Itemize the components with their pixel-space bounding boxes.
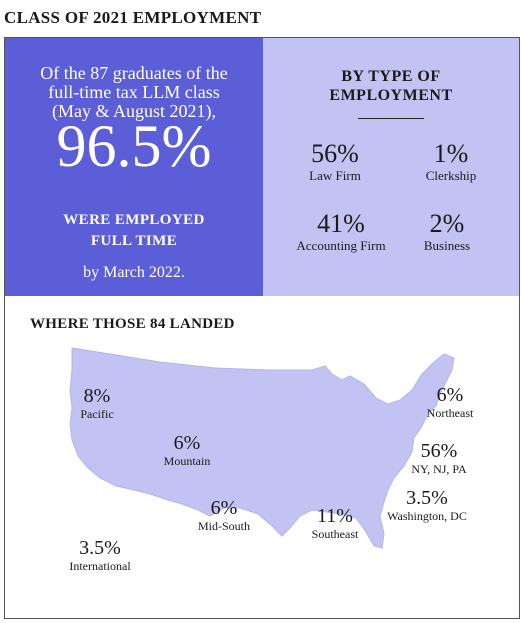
region-label: Washington, DC [387, 509, 467, 523]
region-label: Mid-South [197, 519, 250, 533]
region-southeast: 11% Southeast [300, 505, 370, 541]
type-stat-business: 2% Business [387, 210, 507, 254]
intro-line-2: full-time tax LLM class [48, 82, 220, 102]
summary-panel: Of the 87 graduates of the full-time tax… [5, 38, 263, 296]
type-heading-line-2: EMPLOYMENT [329, 87, 453, 104]
region-pacific: 8% Pacific [74, 385, 120, 421]
region-label: Mountain [163, 454, 211, 468]
employed-line-1: WERE EMPLOYED [63, 212, 205, 228]
region-percent: 56% [420, 440, 458, 462]
region-label: Northeast [426, 406, 474, 420]
region-percent: 6% [210, 497, 238, 519]
region-mountain: 6% Mountain [150, 432, 224, 468]
region-percent: 6% [436, 384, 464, 406]
region-northeast: 6% Northeast [412, 384, 488, 420]
page-title: CLASS OF 2021 EMPLOYMENT [4, 8, 262, 27]
employed-line-2: FULL TIME [90, 233, 178, 249]
employment-type-panel: BY TYPE OF EMPLOYMENT 56% Law Firm 1% Cl… [263, 38, 519, 296]
region-ny-nj-pa: 56% NY, NJ, PA [404, 440, 474, 476]
summary-intro: Of the 87 graduates of the full-time tax… [5, 64, 263, 121]
us-map [69, 347, 455, 549]
region-label: International [69, 559, 131, 573]
infographic-frame [4, 37, 520, 619]
type-stat-accounting-firm: 41% Accounting Firm [281, 210, 401, 254]
type-percent: 41% [317, 209, 365, 238]
region-washington-dc: 3.5% Washington, DC [374, 487, 480, 523]
map-heading: WHERE THOSE 84 LANDED [30, 316, 235, 332]
type-label: Business [423, 238, 471, 253]
region-label: Southeast [311, 527, 359, 541]
us-map-shape [69, 347, 455, 549]
type-divider [358, 118, 424, 119]
region-percent: 11% [317, 505, 353, 527]
employment-date: by March 2022. [83, 264, 185, 281]
intro-line-3: (May & August 2021), [52, 101, 216, 121]
employed-label: WERE EMPLOYED FULL TIME [5, 210, 263, 252]
type-percent: 2% [429, 209, 465, 238]
region-percent: 3.5% [406, 487, 448, 509]
type-heading-line-1: BY TYPE OF [341, 68, 441, 85]
type-stat-clerkship: 1% Clerkship [391, 140, 511, 184]
employment-rate: 96.5% [56, 113, 212, 179]
region-percent: 3.5% [79, 537, 121, 559]
region-international: 3.5% International [56, 537, 144, 573]
type-label: Clerkship [425, 168, 477, 183]
intro-line-1: Of the 87 graduates of the [40, 63, 228, 83]
type-percent: 56% [311, 139, 359, 168]
region-percent: 6% [173, 432, 201, 454]
type-stat-law-firm: 56% Law Firm [275, 140, 395, 184]
region-label: Pacific [80, 407, 114, 421]
type-label: Accounting Firm [296, 238, 386, 253]
type-percent: 1% [433, 139, 469, 168]
type-label: Law Firm [309, 168, 361, 183]
type-heading: BY TYPE OF EMPLOYMENT [263, 67, 519, 105]
region-mid-south: 6% Mid-South [190, 497, 258, 533]
region-label: NY, NJ, PA [411, 462, 467, 476]
region-percent: 8% [83, 385, 111, 407]
